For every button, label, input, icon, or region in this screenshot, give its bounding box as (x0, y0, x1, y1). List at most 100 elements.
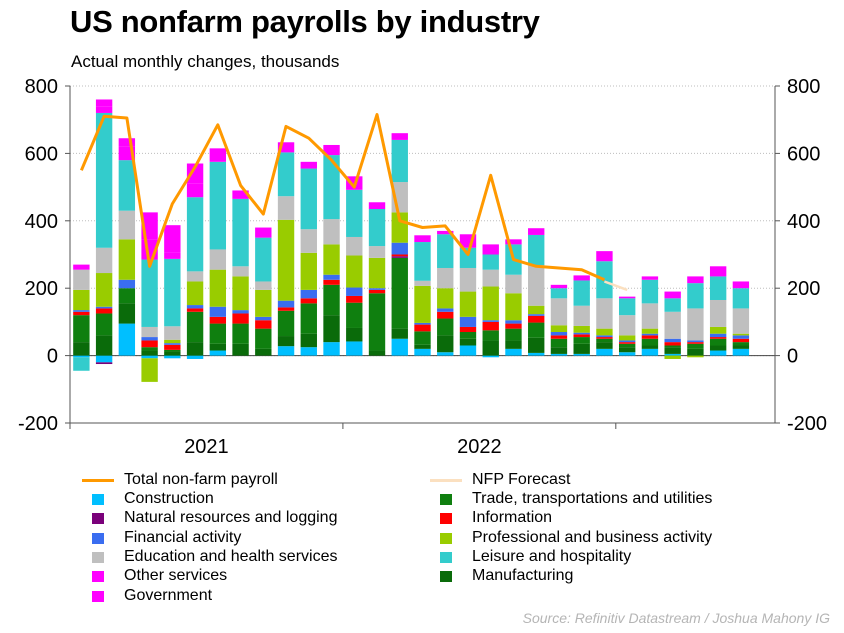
y-tick-label-right: 600 (787, 143, 820, 165)
bar-segment (641, 348, 659, 356)
bar-segment (323, 144, 340, 156)
bar-segment (618, 352, 636, 356)
bar-segment (459, 291, 477, 317)
bar-segment (550, 298, 568, 326)
bar-segment (459, 326, 477, 333)
bar-segment (391, 256, 408, 258)
bar-segment (164, 252, 181, 259)
bar-segment (118, 323, 136, 356)
bar-segment (709, 299, 727, 327)
bar-segment (709, 266, 727, 277)
bar-segment (209, 269, 227, 307)
bar-segment (346, 255, 363, 288)
bar-segment (255, 348, 272, 356)
bar-segment (95, 355, 113, 363)
bar-segment (73, 342, 90, 356)
bar-segment (437, 311, 454, 319)
bar-segment (482, 286, 499, 321)
bar-segment (687, 308, 704, 341)
bar-segment (482, 269, 499, 287)
bar-segment (368, 293, 386, 351)
bar-segment (641, 333, 659, 336)
bar-segment (414, 331, 431, 345)
bar-segment (323, 315, 340, 343)
bar-segment (73, 289, 90, 311)
bar-segment (73, 357, 90, 371)
bar-segment (73, 355, 90, 358)
bar-segment (414, 235, 431, 243)
bar-segment (505, 348, 522, 356)
bar-segment (459, 267, 477, 292)
bar-segment (505, 323, 522, 329)
bar-segment (709, 338, 727, 346)
bar-segment (391, 257, 408, 329)
bar-segment (482, 355, 499, 358)
bar-segment (550, 332, 568, 336)
bar-segment (709, 350, 727, 356)
bar-segment (141, 337, 158, 341)
y-tick-label-left: 600 (25, 143, 58, 165)
bar-segment (459, 345, 477, 356)
bar-segment (323, 155, 340, 220)
bar-segment (232, 310, 249, 314)
bar-segment (732, 308, 750, 334)
bar-segment (528, 352, 545, 356)
bar-segment (95, 112, 113, 248)
bar-segment (528, 265, 545, 306)
bar-segment (209, 350, 227, 356)
bar-segment (550, 288, 568, 299)
bar-segment (573, 334, 590, 338)
bar-segment (618, 343, 636, 348)
bar-segment (255, 237, 272, 282)
bar-segment (573, 305, 590, 326)
bar-segment (505, 274, 522, 294)
bar-segment (573, 337, 590, 344)
bar-segment (186, 183, 204, 198)
bar-segment (596, 348, 613, 356)
bar-segment (437, 288, 454, 309)
bar-segment (95, 306, 113, 309)
y-tick-label-right: 200 (787, 278, 820, 300)
bar-segment (73, 310, 90, 312)
bar-segment (573, 275, 590, 281)
bar-segment (687, 283, 704, 309)
bar-segment (186, 163, 204, 184)
bar-segment (414, 322, 431, 325)
bar-segment (141, 347, 158, 351)
bar-segment (596, 261, 613, 299)
bar-segment (596, 335, 613, 338)
bar-segment (459, 247, 477, 268)
bar-segment (346, 236, 363, 256)
bar-segment (255, 289, 272, 317)
bar-segment (596, 251, 613, 262)
bar-segment (596, 342, 613, 349)
bar-segment (482, 244, 499, 255)
bar-segment (528, 315, 545, 323)
bar-segment (73, 264, 90, 270)
bar-segment (391, 338, 408, 356)
bar-segment (346, 295, 363, 303)
bar-segment (164, 258, 181, 327)
bar-segment (186, 311, 204, 343)
bar-segment (641, 328, 659, 334)
bar-segment (459, 316, 477, 327)
bar-segment (505, 239, 522, 245)
bar-segment (346, 341, 363, 356)
bar-segment (186, 305, 204, 309)
bar-segment (300, 303, 317, 334)
bar-segment (505, 320, 522, 324)
bar-segment (300, 333, 317, 348)
bar-segment (118, 239, 136, 280)
bar-segment (459, 332, 477, 339)
bar-segment (437, 230, 454, 235)
bar-segment (141, 355, 158, 359)
bar-segment (255, 316, 272, 321)
bar-segment (368, 202, 386, 210)
bar-segment (323, 244, 340, 275)
bar-segment (95, 362, 113, 365)
bar-segment (209, 148, 227, 162)
bar-segment (232, 276, 249, 311)
bar-segment (300, 252, 317, 290)
bar-segment (300, 289, 317, 299)
